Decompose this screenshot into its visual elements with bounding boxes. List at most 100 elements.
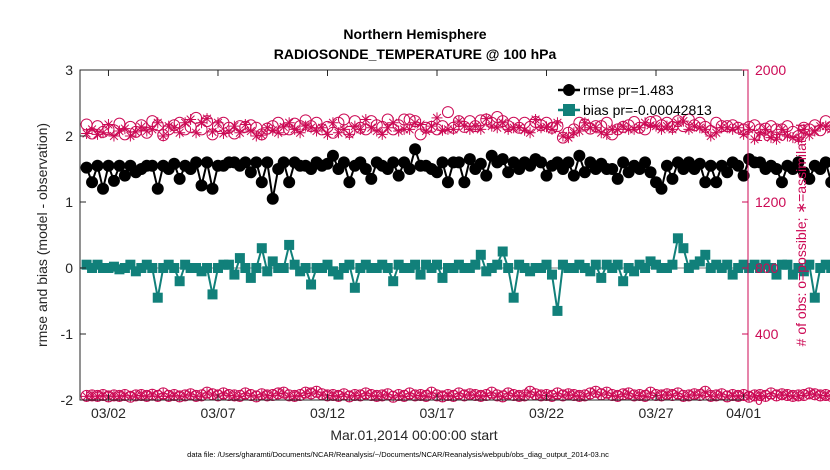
- rmse-point: [458, 176, 471, 189]
- rmse-point: [474, 157, 487, 170]
- bias-point: [212, 263, 223, 273]
- obs-assimilated-point: [371, 125, 383, 137]
- obs-assimilated-point: [349, 120, 361, 132]
- obs-assimilated-point: [387, 117, 399, 129]
- obs-assimilated-point: [294, 389, 306, 401]
- rmse-point: [195, 179, 208, 192]
- obs-assimilated-point: [568, 127, 580, 139]
- obs-assimilated-point: [573, 125, 585, 137]
- bias-point: [338, 263, 349, 273]
- y-right-tick-label: 400: [755, 326, 779, 342]
- bias-point: [240, 263, 251, 273]
- obs-assimilated-point: [803, 129, 815, 141]
- rmse-point: [403, 163, 416, 175]
- bias-point: [782, 259, 793, 270]
- obs-assimilated-point: [283, 117, 295, 129]
- obs-assimilated-point: [464, 123, 476, 135]
- obs-assimilated-point: [634, 389, 646, 401]
- y-right-tick-label: 1600: [755, 128, 786, 144]
- rmse-point: [201, 156, 214, 169]
- obs-assimilated-point: [97, 127, 109, 139]
- rmse-point: [151, 182, 164, 195]
- obs-assimilated-point: [765, 388, 777, 400]
- chart-title-line2: RADIOSONDE_TEMPERATURE @ 100 hPa: [274, 46, 557, 62]
- obs-assimilated-point: [727, 389, 739, 401]
- obs-assimilated-point: [404, 388, 416, 400]
- obs-assimilated-point: [332, 127, 344, 139]
- rmse-point: [206, 182, 219, 195]
- obs-assimilated-point: [475, 390, 487, 402]
- rmse-point: [255, 176, 268, 189]
- bias-point: [311, 263, 322, 273]
- obs-assimilated-point: [431, 112, 443, 124]
- obs-assimilated-point: [809, 125, 821, 137]
- y-right-tick-label: 0: [755, 392, 763, 408]
- bias-point: [536, 263, 547, 273]
- obs-assimilated-point: [776, 389, 788, 401]
- bias-point: [651, 259, 662, 270]
- obs-assimilated-point: [442, 389, 454, 401]
- obs-assimilated-point: [716, 389, 728, 401]
- bias-point: [508, 292, 519, 303]
- obs-assimilated-point: [332, 390, 344, 402]
- bias-point: [815, 263, 826, 273]
- y-left-tick-label: 2: [65, 128, 73, 144]
- y-right-tick-label: 1200: [755, 194, 786, 210]
- obs-assimilated-point: [792, 133, 804, 145]
- obs-assimilated-point: [765, 132, 777, 144]
- bias-point: [81, 259, 92, 270]
- bias-point: [733, 263, 744, 273]
- bias-point: [421, 259, 432, 270]
- obs-assimilated-point: [316, 122, 328, 134]
- obs-assimilated-point: [311, 386, 323, 398]
- obs-assimilated-point: [305, 122, 317, 134]
- obs-assimilated-point: [809, 389, 821, 401]
- rmse-point: [660, 159, 673, 172]
- rmse-point: [337, 156, 350, 169]
- obs-assimilated-point: [732, 390, 744, 402]
- bias-point: [349, 282, 360, 293]
- bias-point: [820, 259, 830, 270]
- bias-point: [738, 259, 749, 270]
- series-obs-top: [80, 106, 830, 145]
- obs-assimilated-point: [781, 130, 793, 142]
- obs-assimilated-point: [743, 123, 755, 135]
- bias-point: [765, 263, 776, 273]
- rmse-point: [266, 192, 279, 205]
- bias-point: [327, 266, 338, 277]
- rmse-point: [365, 172, 378, 185]
- obs-assimilated-point: [820, 120, 830, 132]
- obs-assimilated-point: [469, 389, 481, 401]
- obs-assimilated-point: [710, 390, 722, 402]
- obs-assimilated-point: [798, 389, 810, 401]
- obs-assimilated-point: [524, 127, 536, 139]
- obs-assimilated-point: [272, 127, 284, 139]
- obs-assimilated-point: [256, 389, 268, 401]
- bias-point: [618, 276, 629, 287]
- bias-point: [388, 276, 399, 287]
- bias-point: [557, 259, 568, 270]
- x-tick-label: 03/22: [529, 405, 564, 421]
- obs-assimilated-point: [754, 389, 766, 401]
- rmse-point: [91, 159, 104, 172]
- obs-assimilated-point: [124, 130, 136, 142]
- obs-assimilated-point: [683, 390, 695, 402]
- obs-assimilated-point: [557, 390, 569, 402]
- obs-assimilated-point: [113, 125, 125, 137]
- obs-assimilated-point: [590, 122, 602, 134]
- bias-point: [333, 269, 344, 280]
- rmse-point: [502, 166, 515, 179]
- bias-point: [798, 266, 809, 277]
- obs-assimilated-point: [135, 121, 147, 133]
- obs-assimilated-point: [321, 128, 333, 140]
- rmse-point: [326, 149, 339, 162]
- obs-assimilated-point: [612, 123, 624, 135]
- rmse-point: [277, 156, 290, 169]
- bias-point: [180, 259, 191, 270]
- legend: rmse pr=1.483 bias pr=-0.00042813: [558, 82, 712, 118]
- obs-assimilated-point: [376, 390, 388, 402]
- bias-point: [722, 259, 733, 270]
- obs-possible-point: [441, 106, 454, 119]
- rmse-point: [710, 176, 723, 189]
- obs-assimilated-point: [666, 123, 678, 135]
